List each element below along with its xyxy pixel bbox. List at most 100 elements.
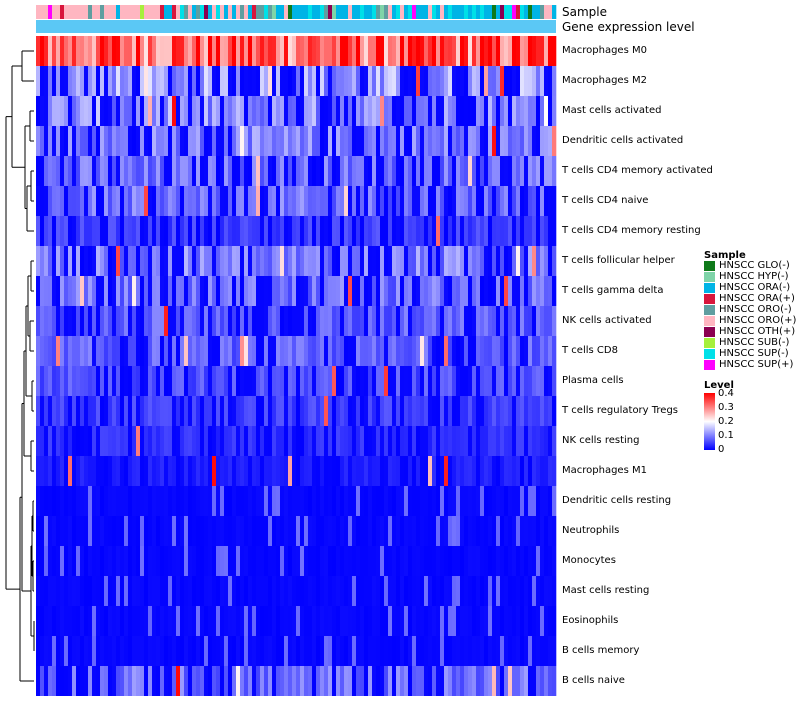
heatmap-cell (196, 306, 201, 336)
heatmap-cell (468, 666, 473, 696)
heatmap-cell (208, 336, 213, 366)
heatmap-cell (156, 336, 161, 366)
row-label: Eosinophils (562, 615, 619, 626)
heatmap-cell (136, 96, 141, 126)
expression-level-bar (36, 20, 556, 33)
heatmap-cell (456, 216, 461, 246)
heatmap-cell (464, 36, 469, 66)
sample-cell (532, 5, 537, 19)
heatmap-cell (184, 186, 189, 216)
heatmap-cell (176, 486, 181, 516)
heatmap-cell (204, 546, 209, 576)
heatmap-cell (436, 156, 441, 186)
heatmap-cell (496, 96, 501, 126)
heatmap-cell (204, 36, 209, 66)
heatmap-cell (316, 606, 321, 636)
heatmap-cell (336, 636, 341, 666)
heatmap-cell (508, 576, 513, 606)
sample-cell (412, 5, 417, 19)
heatmap-cell (68, 306, 73, 336)
heatmap-cell (456, 306, 461, 336)
heatmap-cell (324, 66, 329, 96)
heatmap-cell (404, 66, 409, 96)
heatmap-cell (128, 216, 133, 246)
heatmap-cell (80, 336, 85, 366)
heatmap-cell (140, 546, 145, 576)
sample-cell (168, 5, 173, 19)
heatmap-cell (520, 576, 525, 606)
heatmap-cell (248, 666, 253, 696)
heatmap-cell (88, 36, 93, 66)
heatmap-cell (112, 156, 117, 186)
heatmap-cell (52, 576, 57, 606)
sample-cell (180, 5, 185, 19)
heatmap-cell (88, 336, 93, 366)
heatmap-cell (212, 516, 217, 546)
heatmap-cell (124, 156, 129, 186)
heatmap-cell (284, 156, 289, 186)
heatmap-cell (236, 246, 241, 276)
heatmap-row (36, 276, 557, 306)
heatmap-cell (472, 96, 477, 126)
heatmap-cell (300, 156, 305, 186)
heatmap-cell (200, 216, 205, 246)
heatmap-cell (228, 666, 233, 696)
heatmap-cell (204, 576, 209, 606)
heatmap-cell (284, 246, 289, 276)
row-label: Macrophages M2 (562, 75, 647, 86)
heatmap-cell (136, 546, 141, 576)
heatmap-cell (360, 186, 365, 216)
heatmap-cell (416, 336, 421, 366)
heatmap-cell (72, 336, 77, 366)
heatmap-cell (104, 456, 109, 486)
heatmap-cell (296, 306, 301, 336)
heatmap-cell (124, 366, 129, 396)
heatmap-cell (484, 546, 489, 576)
heatmap-cell (108, 666, 113, 696)
heatmap-cell (508, 426, 513, 456)
heatmap-cell (388, 546, 393, 576)
heatmap-cell (184, 456, 189, 486)
sample-cell (492, 5, 497, 19)
heatmap-cell (404, 96, 409, 126)
heatmap-cell (276, 216, 281, 246)
heatmap-cell (408, 546, 413, 576)
sample-cell (144, 5, 149, 19)
sample-cell (48, 5, 53, 19)
heatmap-cell (108, 96, 113, 126)
heatmap-cell (176, 96, 181, 126)
heatmap-cell (44, 636, 49, 666)
heatmap-cell (48, 516, 53, 546)
heatmap-cell (388, 276, 393, 306)
heatmap-cell (388, 246, 393, 276)
sample-cell (132, 5, 137, 19)
heatmap-cell (108, 126, 113, 156)
heatmap-cell (484, 576, 489, 606)
heatmap-cell (480, 66, 485, 96)
heatmap-cell (188, 666, 193, 696)
heatmap-cell (352, 546, 357, 576)
heatmap-cell (508, 336, 513, 366)
heatmap-cell (240, 156, 245, 186)
heatmap-cell (340, 576, 345, 606)
heatmap-cell (524, 276, 529, 306)
heatmap-cell (500, 276, 505, 306)
heatmap-cell (384, 186, 389, 216)
heatmap-cell (528, 126, 533, 156)
heatmap-cell (468, 636, 473, 666)
heatmap-cell (204, 66, 209, 96)
heatmap-cell (284, 126, 289, 156)
heatmap-cell (480, 276, 485, 306)
heatmap-cell (64, 216, 69, 246)
heatmap-cell (188, 36, 193, 66)
heatmap-cell (500, 36, 505, 66)
heatmap-cell (472, 366, 477, 396)
heatmap-cell (288, 156, 293, 186)
sample-cell (136, 5, 141, 19)
sample-cell (44, 5, 49, 19)
heatmap-cell (344, 336, 349, 366)
heatmap-cell (344, 666, 349, 696)
heatmap-cell (108, 426, 113, 456)
heatmap-cell (48, 306, 53, 336)
heatmap-cell (112, 126, 117, 156)
